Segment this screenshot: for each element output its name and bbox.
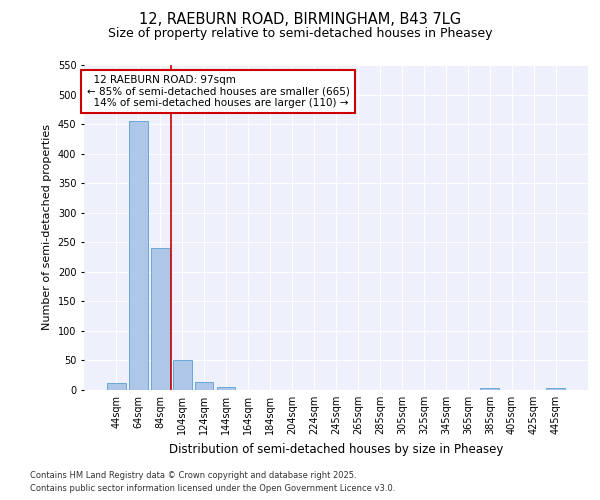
Text: Size of property relative to semi-detached houses in Pheasey: Size of property relative to semi-detach… (108, 28, 492, 40)
Bar (173, 360, 191, 390)
Text: 12, RAEBURN ROAD, BIRMINGHAM, B43 7LG: 12, RAEBURN ROAD, BIRMINGHAM, B43 7LG (139, 12, 461, 28)
Bar (217, 387, 235, 390)
Text: Contains public sector information licensed under the Open Government Licence v3: Contains public sector information licen… (30, 484, 395, 493)
Text: 12 RAEBURN ROAD: 97sqm
← 85% of semi-detached houses are smaller (665)
  14% of : 12 RAEBURN ROAD: 97sqm ← 85% of semi-det… (86, 74, 349, 108)
Bar (107, 383, 125, 390)
Y-axis label: Number of semi-detached properties: Number of semi-detached properties (42, 124, 52, 330)
X-axis label: Distribution of semi-detached houses by size in Pheasey: Distribution of semi-detached houses by … (169, 442, 503, 456)
Bar (481, 388, 499, 390)
Bar (151, 248, 170, 390)
Bar (195, 382, 214, 390)
Bar (547, 388, 565, 390)
Text: Contains HM Land Registry data © Crown copyright and database right 2025.: Contains HM Land Registry data © Crown c… (30, 470, 356, 480)
Bar (129, 121, 148, 390)
